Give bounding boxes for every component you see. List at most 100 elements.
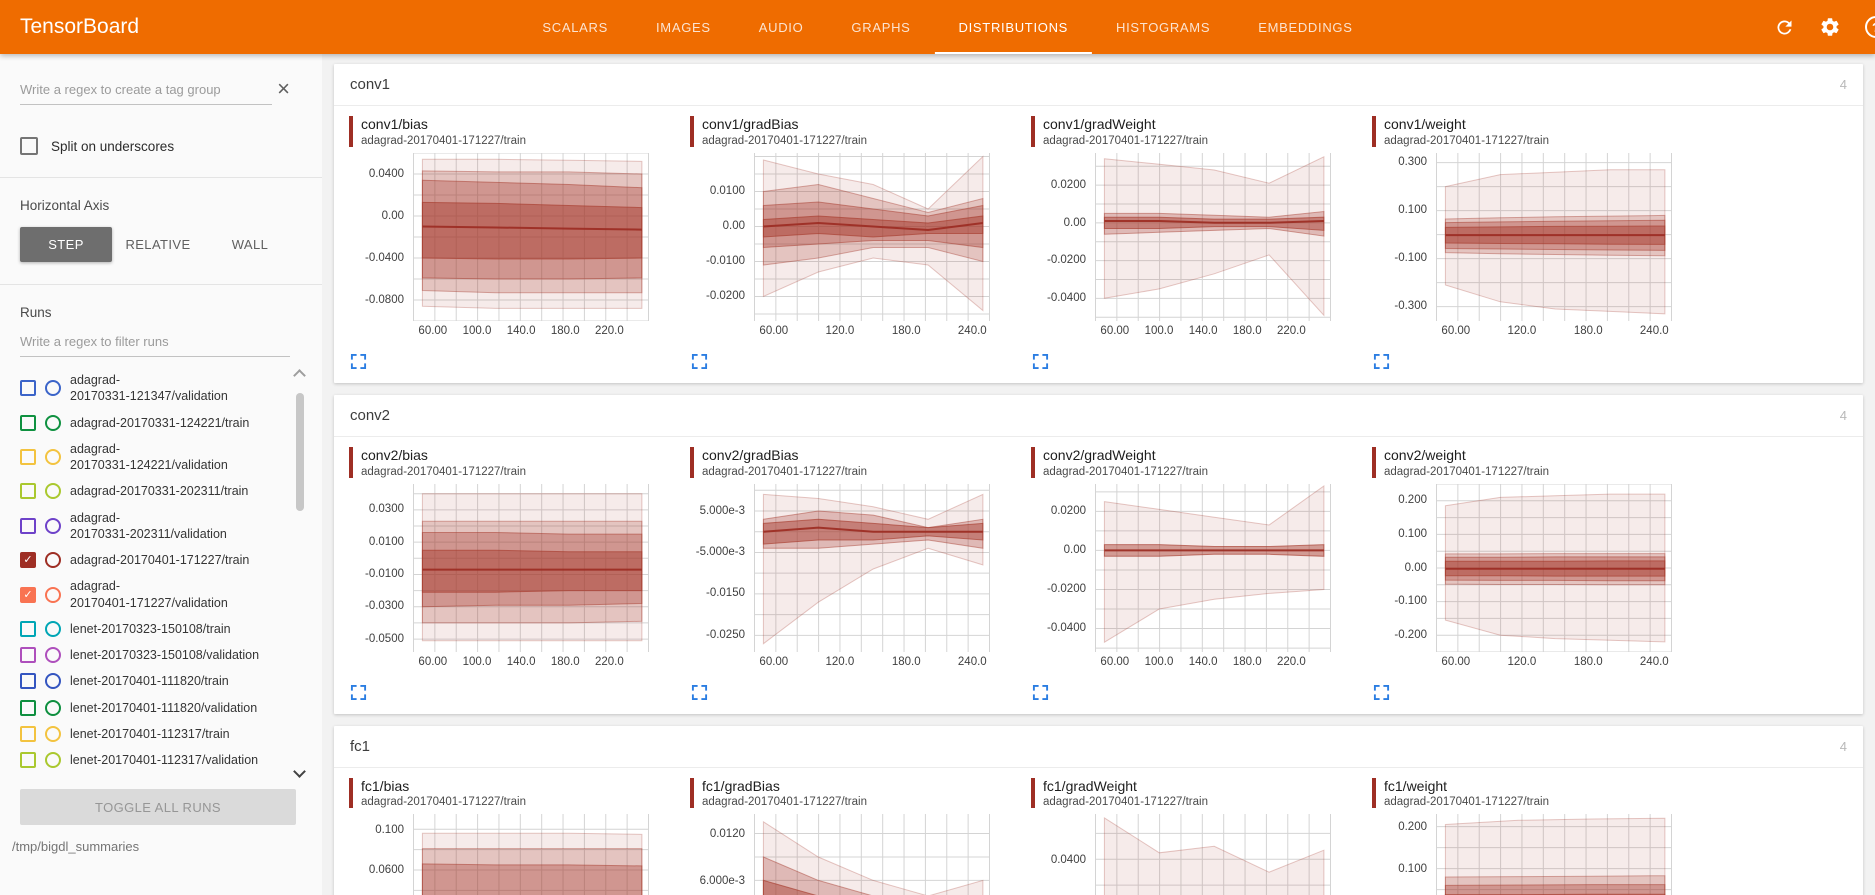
run-item[interactable]: lenet-20170401-111820/validation	[20, 695, 286, 721]
expand-chart-button[interactable]	[691, 353, 708, 373]
run-color-circle[interactable]	[45, 449, 61, 465]
run-checkbox[interactable]	[20, 752, 36, 769]
run-label: adagrad-20170331-124221/train	[70, 415, 250, 430]
x-tick-label: 180.0	[1232, 655, 1262, 668]
haxis-wall-button[interactable]: WALL	[231, 237, 269, 252]
expand-chart-button[interactable]	[691, 684, 708, 704]
x-tick-label: 100.0	[462, 655, 492, 668]
tab-histograms[interactable]: HISTOGRAMS	[1116, 19, 1211, 35]
y-tick-label: -0.0300	[364, 600, 404, 613]
toggle-all-runs-button[interactable]: TOGGLE ALL RUNS	[20, 789, 296, 825]
expand-chart-button[interactable]	[350, 353, 367, 373]
run-checkbox[interactable]	[20, 647, 36, 664]
run-color-circle[interactable]	[45, 552, 61, 569]
run-color-circle[interactable]	[45, 647, 61, 664]
run-item[interactable]: adagrad- 20170331-202311/validation	[20, 505, 286, 548]
tab-audio[interactable]: AUDIO	[758, 19, 804, 35]
expand-chart-button[interactable]	[350, 684, 367, 704]
horizontal-axis-buttons: STEP RELATIVE WALL	[20, 227, 296, 262]
run-checkbox[interactable]	[20, 673, 36, 690]
run-color-circle[interactable]	[45, 725, 61, 742]
run-color-circle[interactable]	[45, 752, 61, 769]
y-tick-label: 0.00	[1404, 561, 1427, 574]
tab-graphs[interactable]: GRAPHS	[851, 19, 911, 35]
scrollbar-thumb[interactable]	[296, 393, 304, 511]
run-item[interactable]: lenet-20170323-150108/validation	[20, 642, 286, 668]
x-tick-label: 120.0	[1507, 655, 1537, 668]
run-color-circle[interactable]	[45, 673, 61, 690]
expand-chart-button[interactable]	[1373, 684, 1390, 704]
chart-title: fc1/bias	[361, 777, 410, 794]
tab-images[interactable]: IMAGES	[655, 19, 711, 35]
run-color-circle[interactable]	[45, 517, 61, 534]
tab-embeddings[interactable]: EMBEDDINGS	[1258, 19, 1353, 35]
run-item[interactable]: lenet-20170323-150108/train	[20, 616, 286, 642]
run-item[interactable]: lenet-20170401-112317/train	[20, 721, 286, 747]
section-header[interactable]: conv1 4	[334, 64, 1863, 106]
plot-canvas	[413, 483, 649, 652]
run-item[interactable]: adagrad- 20170331-124221/validation	[20, 436, 286, 479]
section-header[interactable]: conv2 4	[334, 395, 1863, 437]
chart-title-block: conv2/weight adagrad-20170401-171227/trai…	[1372, 446, 1713, 478]
run-checkbox[interactable]	[20, 449, 36, 465]
run-color-circle[interactable]	[45, 483, 61, 500]
run-checkbox[interactable]	[20, 620, 36, 637]
split-on-underscores-row[interactable]: Split on underscores	[20, 137, 308, 155]
run-item[interactable]: lenet-20170401-112317/validation	[20, 747, 286, 773]
runs-list: adagrad- 20170331-121347/validation adagr…	[20, 367, 308, 779]
run-item[interactable]: adagrad-20170331-124221/train	[20, 410, 286, 436]
distribution-chart: fc1/gradWeight adagrad-20170401-171227/tr…	[1031, 777, 1372, 895]
haxis-relative-button[interactable]: RELATIVE	[125, 237, 191, 252]
app-header: TensorBoard SCALARS IMAGES AUDIO GRAPHS DIST…	[0, 0, 1875, 54]
run-color-circle[interactable]	[45, 414, 61, 431]
clear-regex-icon[interactable]: ×	[277, 76, 290, 101]
run-color-circle[interactable]	[45, 586, 61, 603]
run-regex-input[interactable]	[20, 328, 290, 357]
scroll-down-icon[interactable]	[293, 765, 306, 778]
run-checkbox[interactable]	[20, 725, 36, 742]
x-tick-label: 60.00	[1100, 324, 1130, 337]
y-tick-label: 0.00	[1063, 543, 1086, 556]
run-color-bar	[1372, 446, 1376, 478]
app-title: TensorBoard	[20, 15, 140, 38]
haxis-step-button[interactable]: STEP	[20, 227, 112, 262]
run-checkbox[interactable]: ✓	[20, 586, 36, 603]
y-tick-label: 0.00	[722, 220, 745, 233]
tab-distributions[interactable]: DISTRIBUTIONS	[934, 0, 1093, 54]
run-item[interactable]: ✓ adagrad- 20170401-171227/validation	[20, 573, 286, 616]
help-icon[interactable]: ?	[1865, 16, 1875, 38]
section-header[interactable]: fc1 4	[334, 726, 1863, 768]
run-item[interactable]: adagrad-20170331-202311/train	[20, 478, 286, 504]
run-checkbox[interactable]	[20, 380, 36, 397]
x-tick-label: 140.0	[506, 324, 536, 337]
chart-run-name: adagrad-20170401-171227/train	[1384, 465, 1549, 478]
scroll-up-icon[interactable]	[293, 369, 306, 382]
run-color-circle[interactable]	[45, 380, 61, 397]
x-tick-label: 180.0	[1232, 324, 1262, 337]
plot-canvas	[1095, 152, 1331, 321]
run-checkbox[interactable]	[20, 414, 36, 431]
expand-chart-button[interactable]	[1032, 684, 1049, 704]
settings-gear-icon[interactable]	[1819, 16, 1841, 38]
tag-regex-input[interactable]	[20, 76, 272, 105]
run-label: lenet-20170401-112317/validation	[70, 753, 259, 767]
run-checkbox[interactable]	[20, 699, 36, 716]
run-checkbox[interactable]: ✓	[20, 552, 36, 569]
run-checkbox[interactable]	[20, 483, 36, 500]
run-item[interactable]: lenet-20170401-111820/train	[20, 668, 286, 694]
chart-title: conv2/bias	[361, 446, 428, 463]
x-axis-labels: 60.00 120.0 180.0 240.0	[754, 325, 990, 343]
expand-chart-button[interactable]	[1032, 353, 1049, 373]
section-title: fc1	[350, 737, 371, 755]
expand-chart-button[interactable]	[1373, 353, 1390, 373]
split-checkbox[interactable]	[20, 137, 38, 155]
run-color-circle[interactable]	[45, 620, 61, 637]
tab-scalars[interactable]: SCALARS	[542, 19, 608, 35]
refresh-icon[interactable]	[1773, 16, 1795, 38]
run-item[interactable]: adagrad- 20170331-121347/validation	[20, 367, 286, 410]
run-color-circle[interactable]	[45, 699, 61, 716]
run-item[interactable]: ✓ adagrad-20170401-171227/train	[20, 547, 286, 573]
run-color-bar	[1372, 777, 1376, 809]
run-checkbox[interactable]	[20, 517, 36, 534]
runs-scrollbar[interactable]	[292, 367, 308, 779]
